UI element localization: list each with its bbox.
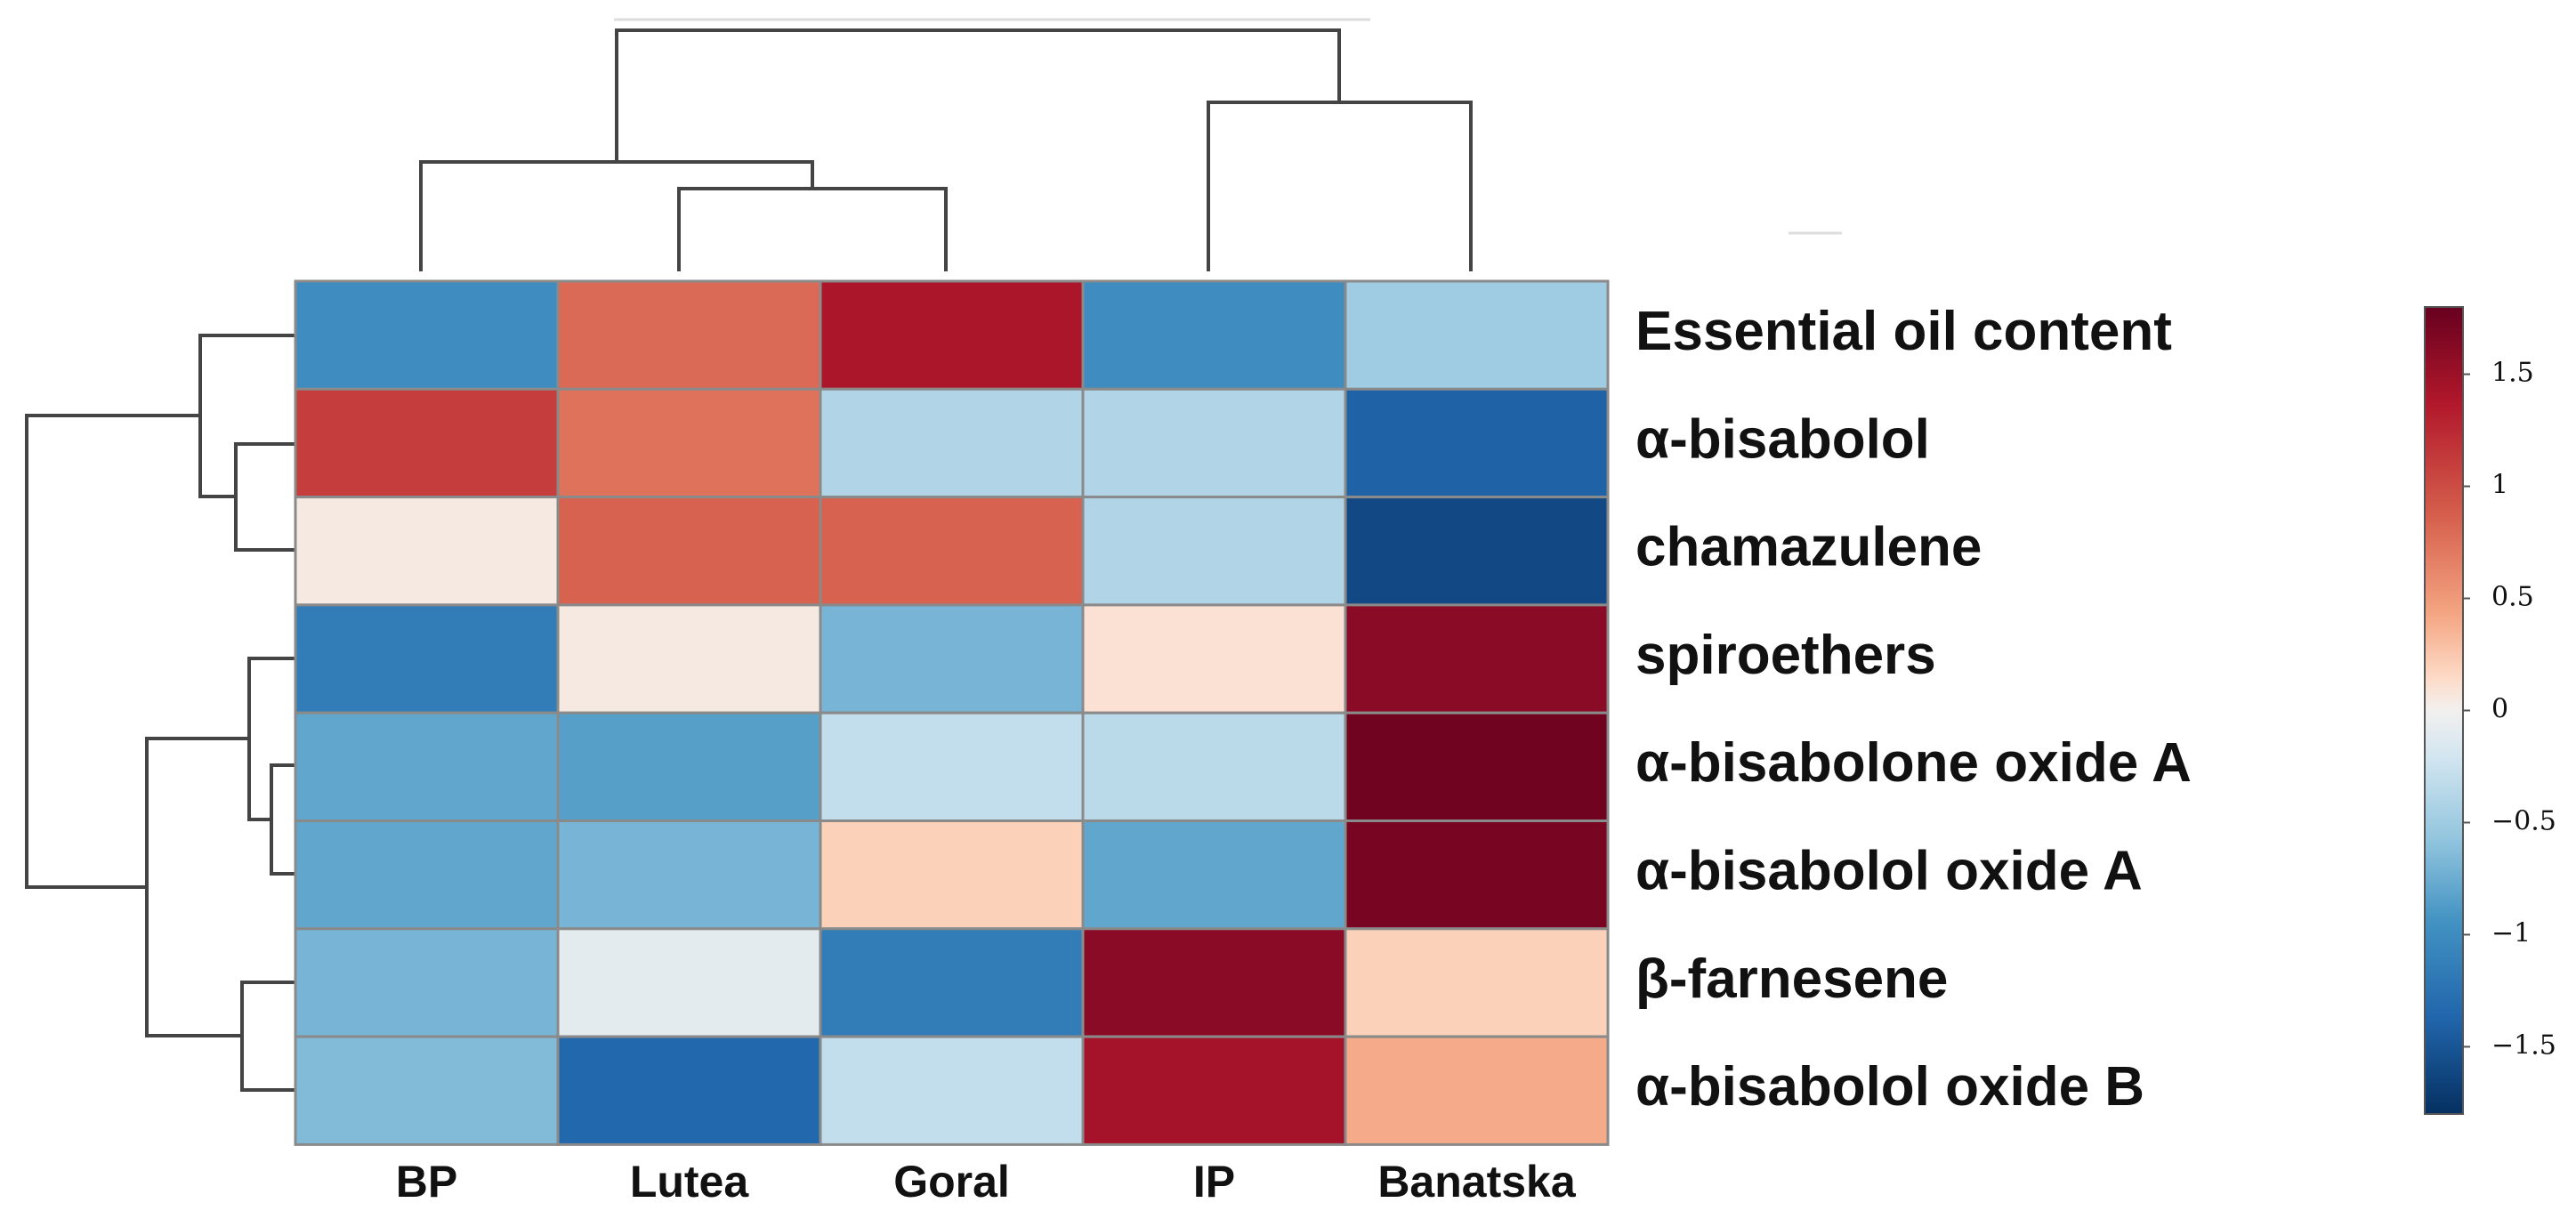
heatmap-cell-spiroethers-goral <box>819 603 1085 714</box>
row-branch-lower-group <box>145 737 249 1037</box>
heatmap-cell-beta-farnesene-goral <box>819 927 1085 1038</box>
heatmap-cell-spiroethers-banatska <box>1344 603 1610 714</box>
row-branch-bisabolol-chamazulene <box>234 442 295 552</box>
column-label-bp: BP <box>396 1157 457 1207</box>
colorbar-gradient <box>2424 306 2464 1115</box>
colorbar-ticks: 1.5 1 0.5 0 −0.5 −1 −1.5 <box>2463 358 2556 1061</box>
heatmap-cell-alpha-bisabolol-bp <box>294 387 560 499</box>
heatmap-cell-essential-oil-content-lutea <box>556 279 822 391</box>
col-branch-lutea-goral <box>677 187 948 271</box>
colorbar-tick-label: 0.5 <box>2491 582 2534 613</box>
heatmap-cell-alpha-bisabolone-oxide-a-lutea <box>556 711 822 823</box>
heatmap-cell-spiroethers-bp <box>294 603 560 714</box>
heatmap-cell-alpha-bisabolol-oxide-b-goral <box>819 1035 1085 1146</box>
colorbar-tick-label: −0.5 <box>2491 805 2556 836</box>
row-branch-oxideA-pair <box>270 763 295 876</box>
heatmap-cell-chamazulene-lutea <box>556 496 822 607</box>
heatmap-cell-alpha-bisabolol-oxide-a-goral <box>819 819 1085 931</box>
colorbar <box>2424 306 2464 1115</box>
colorbar-tick-label: −1 <box>2491 917 2531 949</box>
col-branch-root <box>615 28 1341 162</box>
row-branch-root <box>25 414 200 889</box>
row-label-alpha-bisabolol-oxide-b: α-bisabolol oxide B <box>1635 1056 2144 1118</box>
heatmap-cell-alpha-bisabolol-lutea <box>556 387 822 499</box>
heatmap-cell-alpha-bisabolol-oxide-b-lutea <box>556 1035 822 1146</box>
heatmap-cell-alpha-bisabolone-oxide-a-goral <box>819 711 1085 823</box>
heatmap-cell-spiroethers-lutea <box>556 603 822 714</box>
heatmap-cell-chamazulene-banatska <box>1344 496 1610 607</box>
heatmap-cell-chamazulene-ip <box>1081 496 1347 607</box>
row-label-alpha-bisabolone-oxide-a: α-bisabolone oxide A <box>1635 732 2192 794</box>
column-label-ip: IP <box>1193 1157 1235 1207</box>
heatmap-cell-alpha-bisabolone-oxide-a-banatska <box>1344 711 1610 823</box>
heatmap-cell-chamazulene-goral <box>819 496 1085 607</box>
heatmap-cell-essential-oil-content-goral <box>819 279 1085 391</box>
row-label-beta-farnesene: β-farnesene <box>1635 949 1948 1010</box>
heatmap-cell-alpha-bisabolol-goral <box>819 387 1085 499</box>
heatmap-cells <box>294 279 1610 1146</box>
heatmap-cell-alpha-bisabolol-ip <box>1081 387 1347 499</box>
heatmap-cell-alpha-bisabolol-oxide-a-lutea <box>556 819 822 931</box>
column-labels: BP Lutea Goral IP Banatska <box>396 1157 1577 1207</box>
col-branch-ip-banatska <box>1207 101 1473 271</box>
heatmap-cell-alpha-bisabolone-oxide-a-bp <box>294 711 560 823</box>
heatmap-cell-beta-farnesene-bp <box>294 927 560 1038</box>
heatmap-cell-alpha-bisabolol-banatska <box>1344 387 1610 499</box>
heatmap-cell-essential-oil-content-banatska <box>1344 279 1610 391</box>
heatmap-cell-alpha-bisabolone-oxide-a-ip <box>1081 711 1347 823</box>
row-labels: Essential oil content α-bisabolol chamazul… <box>1635 301 2192 1118</box>
column-dendrogram <box>419 28 1473 271</box>
colorbar-tick-label: −1.5 <box>2491 1029 2556 1061</box>
heatmap-cell-alpha-bisabolol-oxide-b-banatska <box>1344 1035 1610 1146</box>
row-label-essential-oil-content: Essential oil content <box>1635 301 2172 362</box>
column-label-goral: Goral <box>893 1157 1010 1207</box>
heatmap-cell-essential-oil-content-bp <box>294 279 560 391</box>
column-label-lutea: Lutea <box>630 1157 750 1207</box>
heatmap-cell-beta-farnesene-ip <box>1081 927 1347 1038</box>
heatmap-cell-alpha-bisabolol-oxide-b-bp <box>294 1035 560 1146</box>
row-label-alpha-bisabolol: α-bisabolol <box>1635 408 1930 470</box>
row-label-spiroethers: spiroethers <box>1635 625 1936 686</box>
row-branch-farnesene-oxideB <box>240 981 295 1092</box>
heatmap-cell-alpha-bisabolol-oxide-a-bp <box>294 819 560 931</box>
heatmap-cell-alpha-bisabolol-oxide-a-ip <box>1081 819 1347 931</box>
heatmap-cell-beta-farnesene-banatska <box>1344 927 1610 1038</box>
heatmap-cell-alpha-bisabolol-oxide-b-ip <box>1081 1035 1347 1146</box>
row-branch-oil-group <box>198 334 295 498</box>
heatmap-cell-alpha-bisabolol-oxide-a-banatska <box>1344 819 1610 931</box>
colorbar-tick-label: 1 <box>2491 470 2508 501</box>
col-branch-bp-luteagoral <box>419 160 814 271</box>
colorbar-tick-label: 0 <box>2491 694 2508 725</box>
heatmap-cell-spiroethers-ip <box>1081 603 1347 714</box>
heatmap-cell-beta-farnesene-lutea <box>556 927 822 1038</box>
column-label-banatska: Banatska <box>1377 1157 1577 1207</box>
row-label-chamazulene: chamazulene <box>1635 517 1982 578</box>
colorbar-tick-label: 1.5 <box>2491 358 2534 389</box>
row-label-alpha-bisabolol-oxide-a: α-bisabolol oxide A <box>1635 841 2143 902</box>
row-dendrogram <box>25 334 295 1092</box>
heatmap-cell-essential-oil-content-ip <box>1081 279 1347 391</box>
heatmap-cell-chamazulene-bp <box>294 496 560 607</box>
